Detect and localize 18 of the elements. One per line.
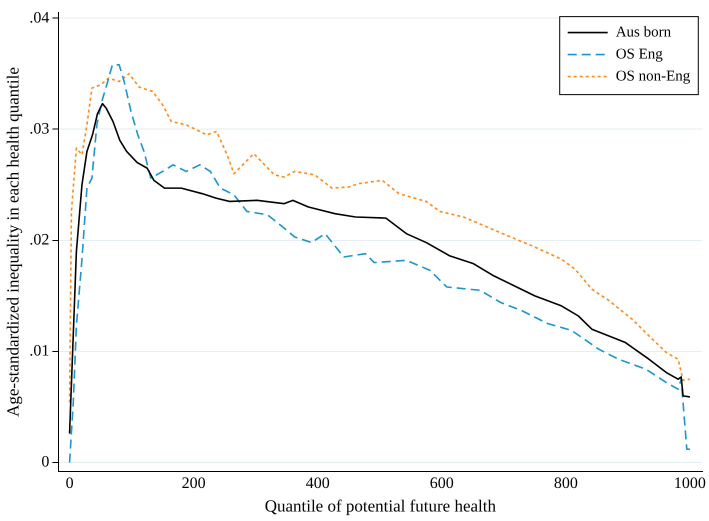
legend-label: OS Eng — [616, 46, 664, 63]
line-series — [68, 64, 691, 464]
y-tick-label: .01 — [29, 342, 50, 360]
x-tick-label: 1000 — [674, 475, 706, 492]
y-axis-title: Age-standardized inequality in each health quantile — [4, 67, 23, 417]
y-tick-label: .02 — [29, 232, 50, 249]
y-tick-label: .04 — [29, 9, 50, 26]
x-tick-label: 200 — [182, 475, 206, 492]
y-tick-label: .03 — [29, 120, 50, 138]
x-axis-title: Quantile of potential future health — [264, 496, 496, 516]
line-series — [68, 72, 691, 404]
y-tick-label: 0 — [41, 454, 50, 471]
x-tick-label: 400 — [306, 475, 330, 492]
x-tick-label: 600 — [430, 475, 454, 492]
legend-label: OS non-Eng — [616, 68, 691, 85]
x-tick-label: 800 — [554, 475, 578, 492]
legend-label: Aus born — [616, 24, 672, 41]
x-tick-label: 0 — [66, 475, 74, 492]
